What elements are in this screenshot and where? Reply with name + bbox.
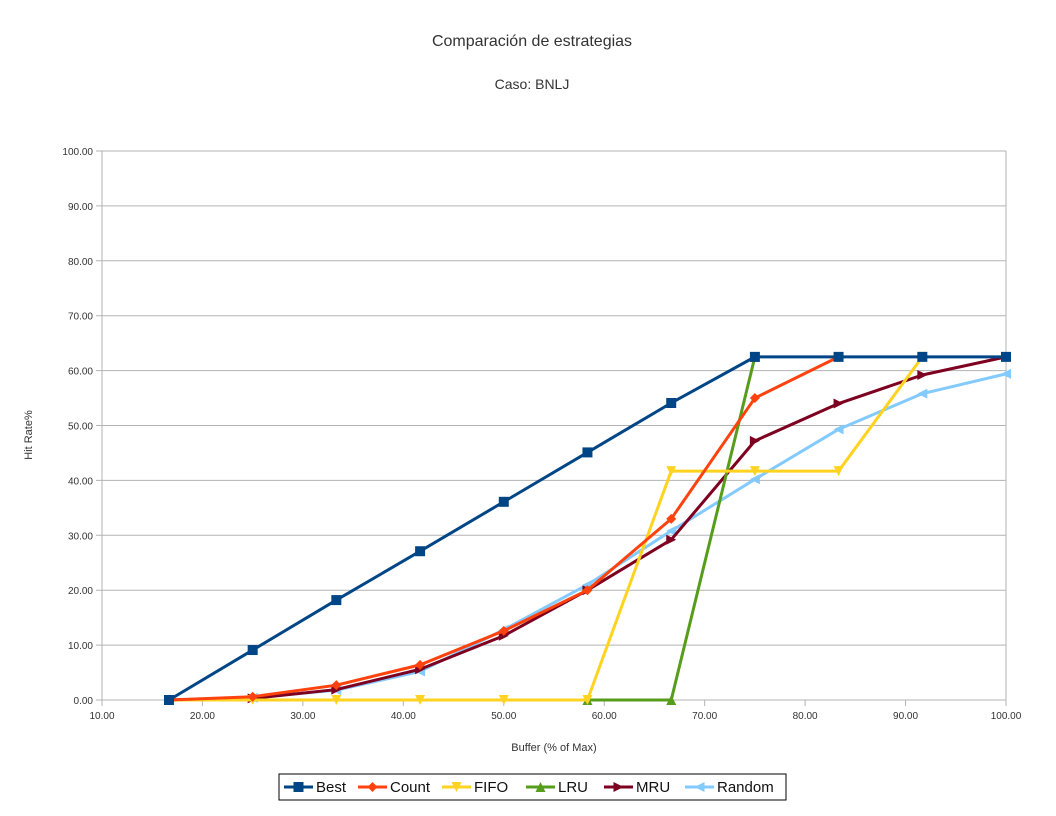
data-point	[163, 695, 174, 705]
series-line-mru	[168, 355, 1007, 702]
legend-marker-mru	[613, 782, 624, 792]
chart-title: Comparación de estrategias	[432, 33, 632, 50]
data-point	[666, 397, 677, 408]
legend-item-random: Random	[685, 779, 774, 796]
data-point	[582, 585, 593, 596]
data-point	[749, 466, 760, 477]
data-point	[749, 393, 760, 404]
y-tick-label: 0.00	[74, 696, 94, 707]
data-point	[498, 625, 509, 636]
data-point	[833, 398, 844, 409]
x-tick-label: 30.00	[290, 711, 315, 722]
y-tick-label: 40.00	[68, 476, 93, 487]
legend-marker-best	[293, 782, 304, 792]
data-point	[917, 369, 928, 380]
data-point	[833, 466, 844, 477]
legend-item-count: Count	[358, 779, 431, 796]
y-tick-label: 30.00	[68, 531, 93, 542]
data-point	[749, 435, 760, 446]
y-tick-label: 80.00	[68, 257, 93, 268]
series-line-best	[168, 355, 1006, 702]
data-point	[247, 645, 258, 656]
legend-label-lru: LRU	[558, 779, 588, 796]
data-point	[833, 351, 844, 362]
data-point	[582, 447, 593, 458]
tick-labels: 0.00 10.00 20.00 30.00 40.00 50.00 60.00 70.00 8…	[62, 147, 1021, 722]
data-point	[666, 466, 677, 477]
data-point	[1001, 351, 1011, 362]
data-point	[666, 513, 677, 524]
data-point	[749, 474, 760, 485]
chart-subtitle: Caso: BNLJ	[495, 76, 570, 92]
y-tick-label: 90.00	[68, 202, 93, 213]
y-axis-label: Hit Rate%	[23, 410, 35, 460]
x-tick-label: 80.00	[793, 711, 818, 722]
data-point	[247, 691, 258, 702]
series-random	[163, 368, 1011, 705]
legend-item-best: Best	[284, 779, 347, 796]
legend-item-mru: MRU	[604, 779, 670, 796]
data-point	[1001, 368, 1011, 379]
series-line-fifo	[168, 355, 924, 702]
x-tick-label: 50.00	[491, 711, 516, 722]
data-point	[498, 496, 509, 507]
legend-item-fifo: FIFO	[442, 779, 508, 796]
series-count	[163, 351, 844, 705]
x-tick-label: 60.00	[592, 711, 617, 722]
legend-marker-lru	[535, 782, 546, 792]
data-point	[415, 659, 426, 670]
data-point	[833, 424, 844, 435]
legend: Best Count FIFO LRU MRU Random	[278, 773, 787, 801]
y-tick-label: 60.00	[68, 367, 93, 378]
legend-label-fifo: FIFO	[474, 779, 508, 796]
y-tick-label: 70.00	[68, 312, 93, 323]
x-axis-label: Buffer (% of Max)	[511, 742, 596, 754]
data-point	[666, 534, 677, 545]
data-point	[331, 595, 342, 606]
y-tick-label: 100.00	[62, 147, 93, 158]
data-point	[749, 351, 760, 362]
x-tick-label: 20.00	[190, 711, 215, 722]
legend-label-best: Best	[316, 779, 347, 796]
x-tick-label: 100.00	[991, 711, 1022, 722]
y-tick-label: 10.00	[68, 641, 93, 652]
legend-marker-random	[694, 782, 705, 792]
series-line-random	[168, 372, 1007, 702]
legend-marker-fifo	[451, 782, 462, 792]
x-tick-label: 40.00	[391, 711, 416, 722]
legend-item-lru: LRU	[526, 779, 588, 796]
series-line-count	[168, 355, 840, 702]
data-point	[415, 695, 426, 705]
data-point	[666, 525, 677, 536]
data-point	[498, 695, 509, 705]
series-best	[163, 351, 1011, 705]
data-point	[917, 351, 928, 362]
series-fifo	[163, 351, 928, 705]
data-point	[917, 388, 928, 399]
legend-label-mru: MRU	[636, 779, 670, 796]
data-point	[331, 695, 342, 705]
legend-marker-count	[367, 782, 378, 792]
y-tick-label: 50.00	[68, 422, 93, 433]
x-tick-label: 10.00	[89, 711, 114, 722]
series-lines	[163, 351, 1011, 705]
legend-label-count: Count	[390, 779, 431, 796]
data-point	[666, 695, 677, 705]
legend-label-random: Random	[717, 779, 774, 796]
data-point	[415, 546, 426, 557]
series-mru	[163, 351, 1011, 705]
y-tick-label: 20.00	[68, 586, 93, 597]
x-tick-label: 90.00	[893, 711, 918, 722]
data-point	[331, 680, 342, 691]
data-point	[582, 695, 593, 705]
x-tick-label: 70.00	[692, 711, 717, 722]
gridlines	[96, 150, 1006, 701]
